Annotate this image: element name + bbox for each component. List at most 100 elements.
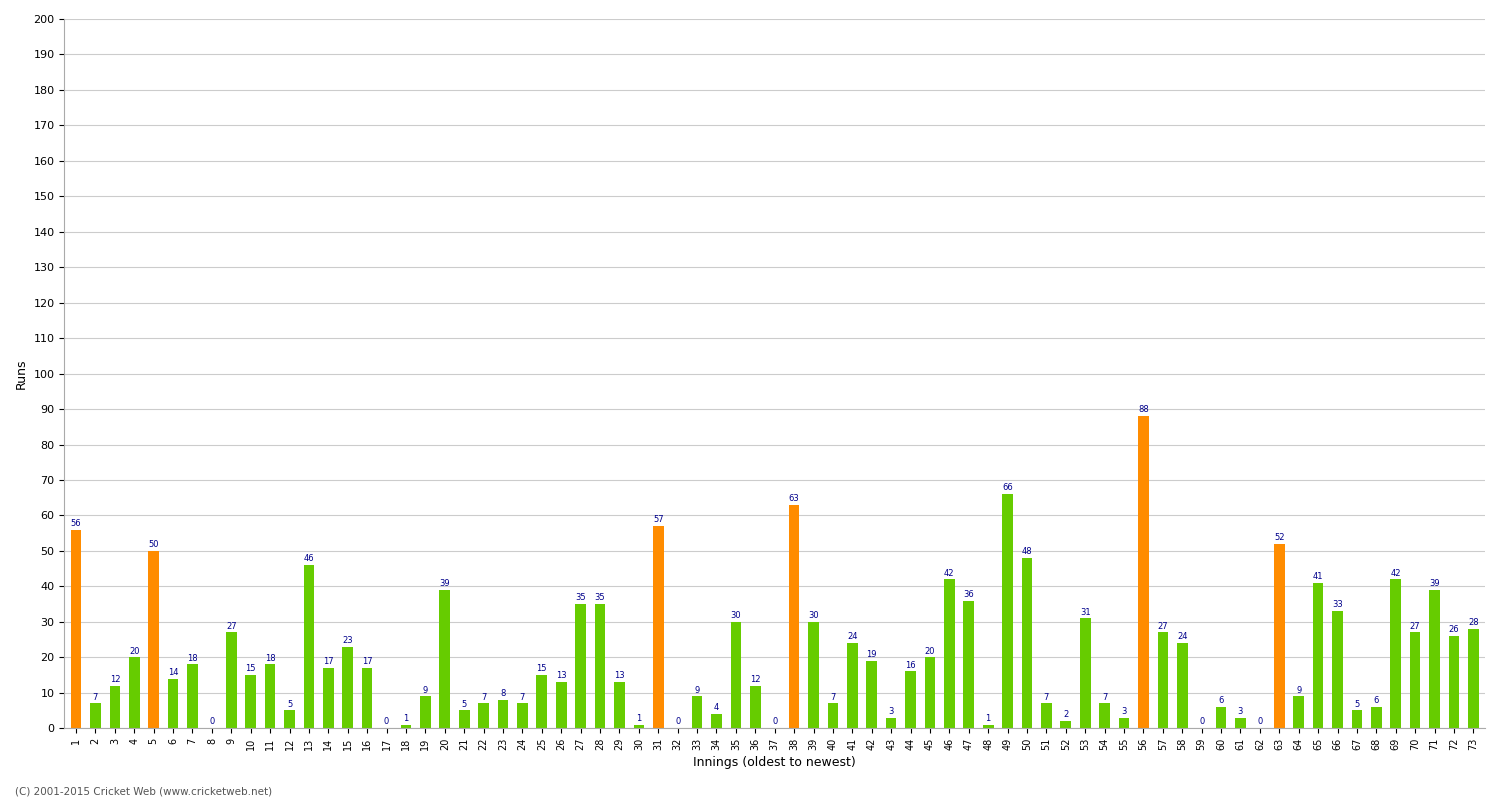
Text: 56: 56: [70, 519, 81, 528]
Bar: [750, 686, 760, 728]
Text: 0: 0: [1198, 718, 1204, 726]
Text: 12: 12: [750, 675, 760, 684]
Text: 52: 52: [1274, 533, 1284, 542]
Text: 0: 0: [772, 718, 777, 726]
Bar: [400, 725, 411, 728]
Text: 18: 18: [266, 654, 276, 662]
Bar: [1022, 558, 1032, 728]
Text: 4: 4: [714, 703, 718, 712]
Bar: [847, 643, 858, 728]
Text: 24: 24: [847, 632, 858, 642]
Text: 50: 50: [148, 540, 159, 549]
Bar: [1293, 696, 1304, 728]
Text: 30: 30: [808, 611, 819, 620]
Text: 8: 8: [501, 689, 506, 698]
Text: 17: 17: [362, 657, 372, 666]
Bar: [90, 703, 101, 728]
Bar: [1080, 618, 1090, 728]
Text: 27: 27: [226, 622, 237, 630]
Bar: [963, 601, 974, 728]
Bar: [1352, 710, 1362, 728]
Text: 13: 13: [556, 671, 567, 680]
Text: 42: 42: [1390, 569, 1401, 578]
Text: 27: 27: [1158, 622, 1168, 630]
Text: 16: 16: [904, 661, 916, 670]
Text: 9: 9: [1296, 686, 1302, 694]
Bar: [420, 696, 430, 728]
Text: 6: 6: [1218, 696, 1224, 705]
Text: 0: 0: [384, 718, 388, 726]
Bar: [498, 700, 508, 728]
Bar: [342, 646, 352, 728]
Text: 3: 3: [1238, 707, 1244, 716]
Text: 0: 0: [210, 718, 214, 726]
Text: 6: 6: [1374, 696, 1378, 705]
Bar: [362, 668, 372, 728]
Text: 41: 41: [1312, 572, 1323, 581]
Text: 23: 23: [342, 636, 352, 645]
Bar: [1060, 721, 1071, 728]
Text: 63: 63: [789, 494, 800, 503]
Bar: [168, 678, 178, 728]
Bar: [1158, 633, 1168, 728]
Text: 46: 46: [303, 554, 313, 563]
Bar: [1002, 494, 1013, 728]
Text: 17: 17: [322, 657, 333, 666]
Text: 1: 1: [986, 714, 992, 723]
Text: 1: 1: [404, 714, 408, 723]
Text: 20: 20: [129, 646, 140, 655]
Bar: [1178, 643, 1188, 728]
Bar: [226, 633, 237, 728]
Bar: [652, 526, 663, 728]
Text: 35: 35: [576, 594, 586, 602]
Bar: [148, 551, 159, 728]
Bar: [129, 658, 140, 728]
Bar: [1430, 590, 1440, 728]
Text: 30: 30: [730, 611, 741, 620]
Bar: [576, 604, 586, 728]
Bar: [1215, 707, 1227, 728]
Bar: [1041, 703, 1052, 728]
Bar: [70, 530, 81, 728]
Bar: [1371, 707, 1382, 728]
Bar: [284, 710, 296, 728]
Bar: [110, 686, 120, 728]
Text: 7: 7: [1044, 693, 1048, 702]
Bar: [886, 718, 897, 728]
Text: 9: 9: [694, 686, 699, 694]
Text: 0: 0: [1257, 718, 1263, 726]
Text: 26: 26: [1449, 626, 1460, 634]
Text: 33: 33: [1332, 601, 1342, 610]
Bar: [478, 703, 489, 728]
Text: 0: 0: [675, 718, 681, 726]
Bar: [459, 710, 470, 728]
Text: 57: 57: [652, 515, 663, 524]
Bar: [266, 664, 276, 728]
Bar: [692, 696, 702, 728]
Text: 12: 12: [110, 675, 120, 684]
Text: 7: 7: [482, 693, 486, 702]
Bar: [904, 671, 916, 728]
Bar: [518, 703, 528, 728]
Text: 9: 9: [423, 686, 427, 694]
Text: 19: 19: [867, 650, 877, 659]
Text: 28: 28: [1468, 618, 1479, 627]
Bar: [440, 590, 450, 728]
Text: 27: 27: [1410, 622, 1420, 630]
Text: (C) 2001-2015 Cricket Web (www.cricketweb.net): (C) 2001-2015 Cricket Web (www.cricketwe…: [15, 786, 272, 796]
Bar: [303, 565, 315, 728]
Text: 35: 35: [594, 594, 606, 602]
Y-axis label: Runs: Runs: [15, 358, 28, 389]
Bar: [867, 661, 877, 728]
Bar: [594, 604, 606, 728]
Bar: [944, 579, 954, 728]
Text: 20: 20: [924, 646, 934, 655]
Text: 7: 7: [1102, 693, 1107, 702]
Text: 66: 66: [1002, 483, 1013, 493]
Text: 31: 31: [1080, 607, 1090, 617]
Text: 7: 7: [93, 693, 98, 702]
Bar: [614, 682, 626, 728]
Text: 13: 13: [614, 671, 626, 680]
Bar: [537, 675, 548, 728]
Bar: [828, 703, 839, 728]
